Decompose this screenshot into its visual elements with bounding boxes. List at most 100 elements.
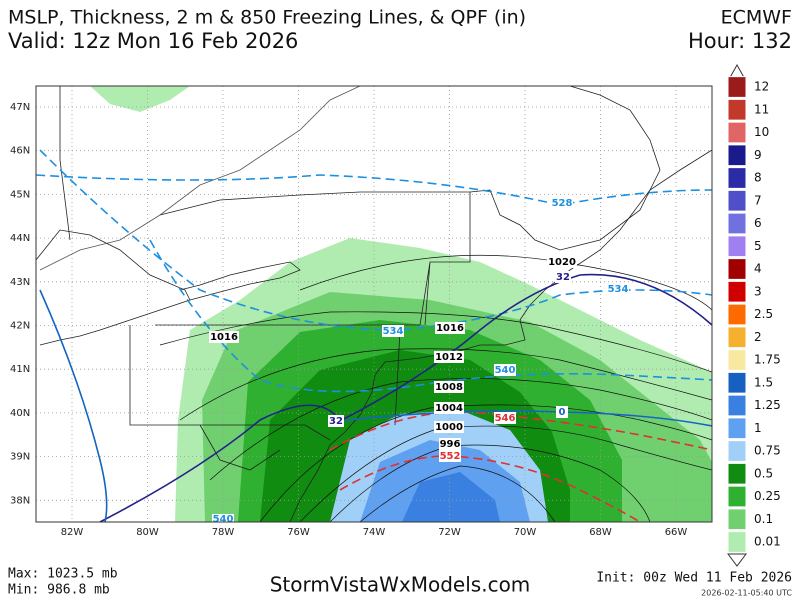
lon-label: 72W (438, 527, 461, 538)
legend-arrow (727, 553, 747, 567)
lake-shore (179, 261, 301, 301)
thickness-label: 528 (552, 198, 573, 209)
legend-label: 2 (754, 330, 762, 344)
qpf-area (402, 472, 500, 522)
legend-swatch (727, 258, 747, 280)
thickness-label: 534 (383, 326, 404, 337)
lat-label: 38N (10, 495, 30, 506)
border (59, 86, 661, 251)
isobar-label: 996 (440, 439, 461, 450)
legend-label: 10 (754, 125, 769, 139)
freezing-label: 0 (559, 407, 566, 418)
lon-label: 76W (287, 527, 310, 538)
state-border (129, 192, 471, 471)
thickness-label: 546 (495, 413, 516, 424)
isobar-label: 1012 (435, 352, 463, 363)
max-pressure: Max: 1023.5 mb (8, 567, 118, 582)
legend-label: 5 (754, 239, 762, 253)
legend-label: 4 (754, 262, 762, 276)
lat-label: 41N (10, 364, 30, 375)
legend-label: 0.5 (754, 466, 773, 480)
lon-label: 74W (363, 527, 386, 538)
legend-swatch (727, 508, 747, 531)
legend-swatch (727, 280, 747, 303)
lon-label: 82W (61, 527, 84, 538)
isobar-label: 1000 (435, 422, 463, 433)
map-area: 1020 1016 1016 1012 1008 1004 1000 996 5… (36, 86, 712, 525)
legend-swatch (727, 235, 747, 258)
lon-label: 66W (665, 527, 688, 538)
lat-label: 42N (10, 321, 30, 332)
legend-swatch (727, 98, 747, 121)
legend-swatch (727, 349, 747, 371)
legend-label: 1.75 (754, 353, 781, 367)
min-pressure: Min: 986.8 mb (8, 583, 110, 598)
lat-label: 47N (10, 102, 30, 113)
coastline (289, 149, 712, 522)
freezing-label: 32 (556, 272, 570, 283)
legend-swatch (727, 417, 747, 440)
lon-label: 70W (514, 527, 537, 538)
site-name: StormVistaWxModels.com (270, 573, 531, 597)
lat-label: 40N (10, 408, 30, 419)
lat-label: 46N (10, 146, 30, 157)
isobar-label: 1020 (548, 257, 576, 268)
lat-label: 45N (10, 189, 30, 200)
legend-swatch (727, 371, 747, 394)
boundaries (36, 86, 712, 522)
isobar-label: 1016 (436, 323, 464, 334)
legend-swatch (727, 462, 747, 485)
lon-label: 80W (136, 527, 159, 538)
legend-swatch (727, 212, 747, 235)
legend-label: 0.01 (754, 535, 781, 549)
legend-swatch (727, 189, 747, 212)
graticule (36, 86, 712, 522)
legend-label: 0.25 (754, 489, 781, 503)
legend-swatch (727, 144, 747, 167)
init-time: Init: 00z Wed 11 Feb 2026 (596, 571, 792, 586)
legend-swatch (727, 121, 747, 144)
legend-label: 1.25 (754, 398, 781, 412)
thickness-label: 540 (213, 514, 234, 525)
legend-label: 6 (754, 216, 762, 230)
lat-label: 44N (10, 233, 30, 244)
timestamp: 2026-02-11-05:40 UTC (701, 589, 792, 598)
valid-time: Valid: 12z Mon 16 Feb 2026 (8, 29, 298, 53)
legend-label: 8 (754, 171, 762, 185)
model-name: ECMWF (721, 7, 792, 29)
legend-label: 2.5 (754, 307, 773, 321)
legend-label: 0.1 (754, 512, 773, 526)
st-lawrence (39, 86, 361, 271)
legend-label: 11 (754, 102, 769, 116)
legend-swatch (727, 394, 747, 417)
contour-labels: 1020 1016 1016 1012 1008 1004 1000 996 5… (209, 197, 629, 525)
isobar-label: 1016 (210, 332, 238, 343)
isobar-label: 1008 (435, 382, 463, 393)
legend-swatch (727, 76, 747, 98)
legend-label: 7 (754, 193, 762, 207)
thickness-label: 552 (440, 451, 461, 462)
legend-label: 3 (754, 284, 762, 298)
lon-label: 78W (212, 527, 235, 538)
legend-label: 0.75 (754, 444, 781, 458)
lat-label: 43N (10, 277, 30, 288)
map-axes: 47N 46N 45N 44N 43N 42N 41N 40N 39N 38N 82W 80W 78W 7… (10, 102, 687, 538)
legend-label: 1 (754, 421, 762, 435)
legend-swatch (727, 303, 747, 326)
legend-label: 9 (754, 148, 762, 162)
map-frame (35, 85, 713, 523)
forecast-hour: Hour: 132 (688, 29, 792, 53)
legend-swatch (727, 531, 747, 553)
lat-label: 39N (10, 452, 30, 463)
thickness-label: 540 (495, 365, 516, 376)
thickness-label: 534 (608, 284, 629, 295)
legend-swatch (727, 167, 747, 189)
lon-label: 68W (589, 527, 612, 538)
qpf-legend: 12 11 10 9 8 7 6 5 4 3 2.5 2 1.75 1.5 1.25 1 0.75 0.5 0.25… (727, 63, 781, 567)
title: MSLP, Thickness, 2 m & 850 Freezing Line… (8, 7, 526, 29)
legend-swatch (727, 326, 747, 349)
legend-swatch (727, 485, 747, 508)
legend-swatch (727, 440, 747, 462)
qpf-area (90, 86, 190, 112)
